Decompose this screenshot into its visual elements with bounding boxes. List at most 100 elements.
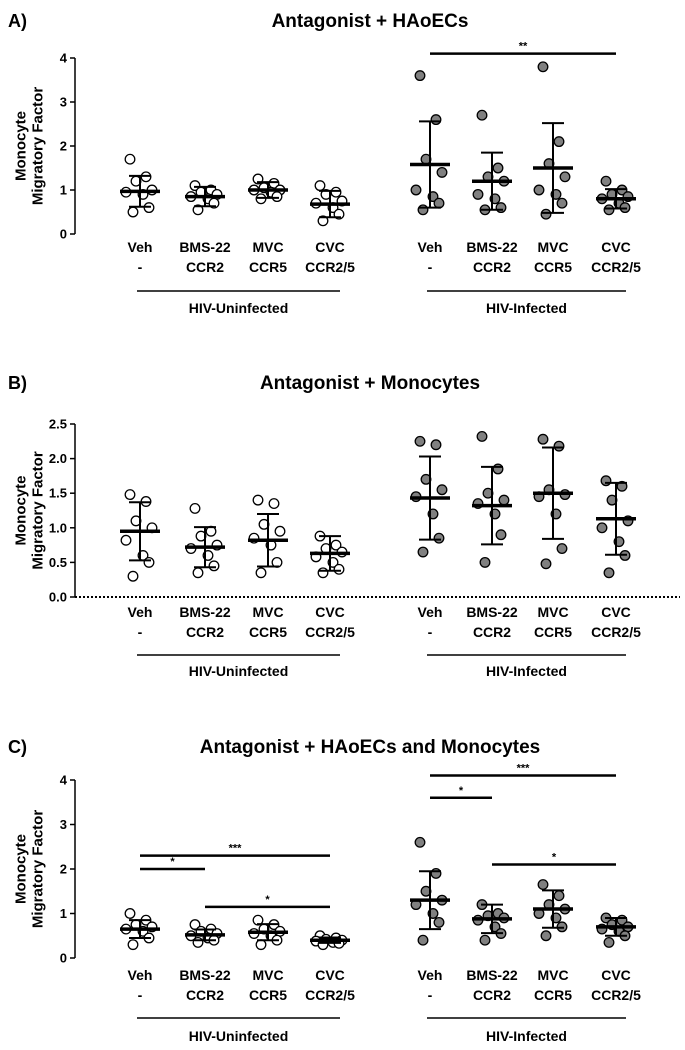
data-point	[600, 475, 612, 487]
data-point	[476, 109, 488, 121]
category-label: BMS-22	[466, 604, 518, 620]
data-point	[192, 204, 204, 216]
data-point	[430, 868, 442, 879]
group-label: HIV-Uninfected	[189, 1028, 289, 1044]
category-sublabel: CCR2	[186, 987, 224, 1003]
category-label: Veh	[418, 604, 443, 620]
category-sublabel: -	[428, 259, 433, 275]
category-label: MVC	[537, 604, 568, 620]
data-point	[268, 498, 280, 510]
data-point	[252, 494, 264, 506]
category-sublabel: CCR5	[534, 624, 572, 640]
category-label: BMS-22	[179, 239, 231, 255]
data-point	[333, 563, 345, 575]
y-axis-label-line: Migratory Factor	[30, 451, 47, 570]
chart-panel-2: B) Antagonist + Monocytes MonocyteMigrator…	[8, 373, 680, 679]
data-point	[556, 197, 568, 209]
panel-letter: C)	[8, 737, 27, 757]
data-point	[127, 939, 139, 951]
y-tick-label: 0	[60, 227, 67, 242]
category-label: MVC	[252, 967, 283, 983]
y-tick-label: 2	[60, 862, 67, 877]
category-sublabel: CCR5	[249, 259, 287, 275]
data-point	[189, 502, 201, 514]
y-axis-label-line: Monocyte	[13, 111, 30, 181]
data-point	[124, 908, 136, 919]
category-sublabel: CCR2/5	[591, 259, 641, 275]
y-axis-label-line: Monocyte	[13, 834, 30, 904]
chart-panel-3: C) Antagonist + HAoECs and Monocytes Monoc…	[8, 737, 641, 1044]
category-label: CVC	[315, 967, 345, 983]
data-point	[472, 188, 484, 200]
category-sublabel: CCR5	[534, 259, 572, 275]
data-point	[120, 534, 132, 546]
significance-label: ***	[517, 763, 531, 775]
category-sublabel: CCR2	[473, 259, 511, 275]
panel-letter: A)	[8, 11, 27, 31]
data-point	[433, 532, 445, 544]
y-tick-label: 0	[60, 951, 67, 966]
data-point	[433, 916, 445, 928]
y-axis-label: MonocyteMigratory Factor	[13, 87, 47, 206]
data-point	[189, 180, 201, 192]
data-point	[417, 546, 429, 558]
group-label: HIV-Infected	[486, 663, 567, 679]
group-label: HIV-Infected	[486, 1028, 567, 1044]
category-label: BMS-22	[179, 604, 231, 620]
data-point	[540, 558, 552, 570]
group-label: HIV-Infected	[486, 300, 567, 316]
data-point	[533, 184, 545, 196]
category-sublabel: CCR2/5	[305, 624, 355, 640]
data-point	[414, 70, 426, 82]
data-point	[537, 61, 549, 73]
data-point	[192, 567, 204, 579]
category-sublabel: CCR5	[249, 987, 287, 1003]
data-point	[495, 202, 507, 214]
category-label: CVC	[601, 239, 631, 255]
chart-title: Antagonist + Monocytes	[260, 373, 480, 394]
group-label: HIV-Uninfected	[189, 300, 289, 316]
data-point	[414, 435, 426, 447]
data-point	[127, 570, 139, 582]
significance-label: *	[265, 894, 270, 906]
data-point	[553, 890, 565, 902]
category-sublabel: CCR5	[249, 624, 287, 640]
y-tick-label: 2	[60, 139, 67, 154]
data-point	[330, 539, 342, 551]
data-point	[274, 525, 286, 537]
data-point	[603, 936, 615, 948]
category-label: MVC	[252, 604, 283, 620]
y-tick-label: 1	[60, 183, 67, 198]
data-point	[476, 431, 488, 442]
data-point	[433, 197, 445, 209]
data-point	[271, 191, 283, 203]
significance-label: **	[519, 41, 528, 53]
data-point	[124, 489, 136, 501]
significance-label: *	[170, 856, 175, 868]
data-point	[255, 567, 267, 579]
category-sublabel: -	[138, 987, 143, 1003]
category-label: CVC	[315, 239, 345, 255]
data-point	[540, 208, 552, 220]
category-sublabel: CCR2	[186, 259, 224, 275]
y-axis-label: MonocyteMigratory Factor	[13, 810, 47, 929]
category-sublabel: -	[428, 624, 433, 640]
data-point	[600, 175, 612, 187]
y-tick-label: 2.5	[49, 417, 67, 432]
data-point	[417, 204, 429, 216]
data-point	[317, 567, 329, 579]
y-tick-label: 2.0	[49, 451, 67, 466]
y-tick-label: 0.0	[49, 590, 67, 605]
category-label: BMS-22	[179, 967, 231, 983]
y-axis-label-line: Migratory Factor	[30, 87, 47, 206]
category-sublabel: CCR2	[473, 987, 511, 1003]
category-label: CVC	[601, 967, 631, 983]
category-sublabel: -	[138, 624, 143, 640]
data-point	[127, 206, 139, 218]
data-point	[495, 529, 507, 541]
data-point	[553, 136, 565, 148]
data-point	[208, 560, 220, 572]
category-label: MVC	[537, 967, 568, 983]
data-point	[537, 433, 549, 445]
data-point	[330, 186, 342, 198]
